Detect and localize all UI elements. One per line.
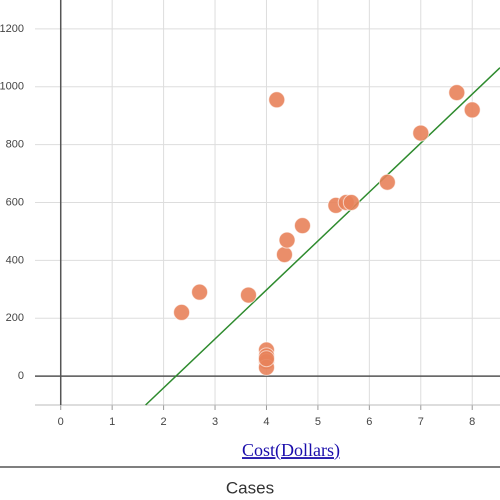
point	[268, 91, 286, 109]
x-tick-label: 2	[161, 416, 167, 428]
y-tick-label: 0	[18, 370, 24, 382]
point	[278, 231, 296, 249]
y-tick-label: 400	[6, 254, 24, 266]
x-tick-label: 1	[109, 416, 115, 428]
y-tick-label: 1000	[0, 81, 24, 93]
x-tick-label: 8	[469, 416, 475, 428]
point	[463, 101, 481, 119]
y-tick-label: 200	[6, 312, 24, 324]
point	[191, 283, 209, 301]
x-tick-label: 7	[418, 416, 424, 428]
x-tick-label: 5	[315, 416, 321, 428]
point	[257, 350, 275, 368]
y-tick-label: 600	[6, 196, 24, 208]
point	[275, 246, 293, 264]
point	[173, 303, 191, 321]
x-tick-label: 6	[366, 416, 372, 428]
point	[448, 84, 466, 102]
point	[239, 286, 257, 304]
point	[378, 173, 396, 191]
x-tick-label: 0	[58, 416, 64, 428]
point	[412, 124, 430, 142]
x-tick-label: 4	[263, 416, 269, 428]
y-tick-label: 1200	[0, 23, 24, 35]
x-tick-label: 3	[212, 416, 218, 428]
x-axis-label[interactable]: Cost(Dollars)	[242, 440, 340, 461]
point	[342, 194, 360, 211]
trend-line	[145, 67, 500, 406]
footer-title: Cases	[226, 478, 274, 497]
point	[293, 217, 311, 235]
y-tick-label: 800	[6, 139, 24, 151]
